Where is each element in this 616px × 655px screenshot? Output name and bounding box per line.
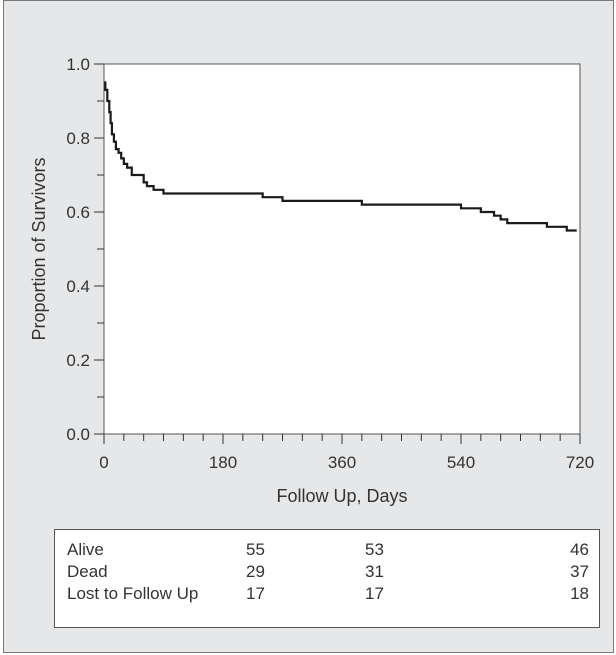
- row-label: Dead: [67, 562, 108, 581]
- x-tick-label: 360: [328, 453, 356, 472]
- series-group: [104, 81, 577, 232]
- x-tick-label: 540: [447, 453, 475, 472]
- x-axis-tick-labels: 0 180 360 540 720: [99, 453, 594, 472]
- x-tick-label: 180: [209, 453, 237, 472]
- x-tick-label: 720: [566, 453, 594, 472]
- table-row-lost-to-follow-up: Lost to Follow Up 17 17 18: [55, 584, 599, 606]
- y-tick-label: 0.8: [66, 129, 90, 148]
- y-tick-label: 1.0: [66, 55, 90, 74]
- table-row-dead: Dead 29 31 37: [55, 562, 599, 584]
- y-axis-title: Proportion of Survivors: [29, 157, 49, 340]
- table-cell: 17: [365, 584, 384, 603]
- table-cell: 55: [246, 540, 265, 559]
- plot-area: [103, 63, 581, 435]
- y-axis-ticks: [94, 63, 104, 435]
- y-tick-label: 0.4: [66, 277, 90, 296]
- x-axis-title: Follow Up, Days: [276, 486, 407, 506]
- y-tick-label: 0.2: [66, 351, 90, 370]
- survival-curve: [104, 81, 577, 232]
- table-cell: 37: [570, 562, 589, 581]
- y-tick-label: 0.0: [66, 425, 90, 444]
- row-label: Alive: [67, 540, 104, 559]
- table-cell: 17: [246, 584, 265, 603]
- y-axis-tick-labels: 0.0 0.2 0.4 0.6 0.8 1.0: [66, 55, 90, 444]
- table-cell: 31: [365, 562, 384, 581]
- y-tick-label: 0.6: [66, 203, 90, 222]
- row-label: Lost to Follow Up: [67, 584, 199, 603]
- table-cell: 46: [570, 540, 589, 559]
- table-row-alive: Alive 55 53 46: [55, 540, 599, 562]
- numbers-at-risk-table: Alive 55 53 46 Dead 29 31 37 Lost to Fol…: [54, 529, 600, 628]
- table-cell: 29: [246, 562, 265, 581]
- x-tick-label: 0: [99, 453, 108, 472]
- x-axis-ticks: [103, 434, 581, 444]
- table-cell: 18: [570, 584, 589, 603]
- table-cell: 53: [365, 540, 384, 559]
